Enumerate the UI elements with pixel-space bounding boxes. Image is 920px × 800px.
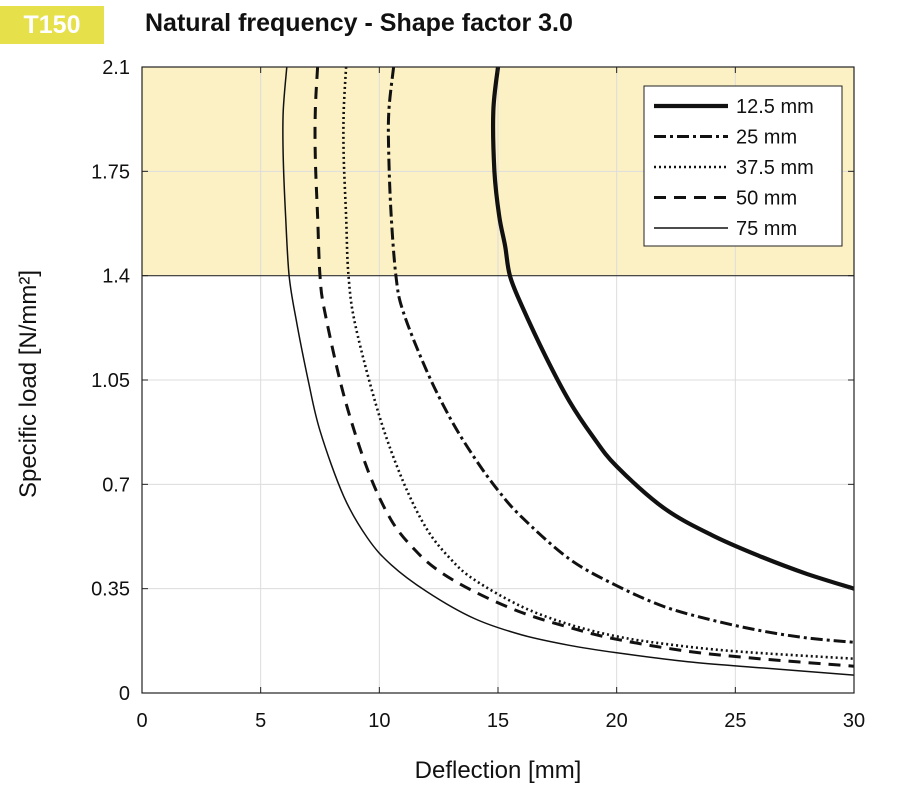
y-tick-label: 1.05 <box>91 370 130 392</box>
legend-label: 50 mm <box>736 188 797 210</box>
x-tick-label: 10 <box>368 710 390 732</box>
x-tick-label: 30 <box>843 710 865 732</box>
x-tick-label: 5 <box>255 710 266 732</box>
chart-title: Natural frequency - Shape factor 3.0 <box>145 9 573 37</box>
legend-label: 75 mm <box>736 218 797 240</box>
series-line-1 <box>490 67 854 591</box>
series-line-5 <box>282 67 854 676</box>
legend-label: 12.5 mm <box>736 96 814 118</box>
x-tick-label: 15 <box>487 710 509 732</box>
y-tick-label: 0.35 <box>91 579 130 601</box>
legend-label: 25 mm <box>736 127 797 149</box>
y-tick-label: 2.1 <box>102 57 130 79</box>
series-line-2 <box>386 67 854 644</box>
y-tick-label: 0.7 <box>102 474 130 496</box>
x-tick-label: 0 <box>136 710 147 732</box>
legend-box <box>643 85 843 247</box>
product-badge: T150 <box>0 6 104 44</box>
legend: 12.5 mm 25 mm 37.5 mm 50 mm 75 mm <box>643 85 843 247</box>
x-tick-label: 25 <box>724 710 746 732</box>
y-axis-label: Specific load [N/mm²] <box>15 270 42 498</box>
x-tick-label: 20 <box>606 710 628 732</box>
y-tick-label: 0 <box>119 683 130 705</box>
y-tick-label: 1.75 <box>91 161 130 183</box>
series-line-3 <box>342 67 854 660</box>
series-line-4 <box>313 67 854 668</box>
y-tick-label: 1.4 <box>102 266 130 288</box>
x-axis-label: Deflection [mm] <box>415 757 582 784</box>
legend-label: 37.5 mm <box>736 157 814 179</box>
